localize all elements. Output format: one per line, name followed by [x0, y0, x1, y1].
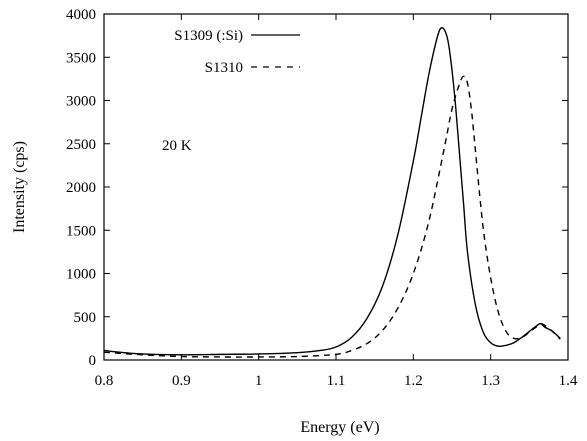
- y-tick-label: 1000: [66, 267, 96, 283]
- plot-frame: [103, 13, 569, 361]
- series-line-1: [103, 26, 561, 356]
- x-axis-title: Energy (eV): [300, 419, 379, 436]
- y-tick-label: 0: [89, 353, 97, 369]
- x-tick-label: 1.2: [404, 373, 423, 389]
- y-tick-label: 4000: [66, 7, 96, 23]
- x-tick-label: 1.3: [481, 373, 500, 389]
- legend: S1309 (:Si) S1310: [174, 28, 300, 76]
- y-tick-label: 2000: [66, 180, 96, 196]
- legend-label-series-1: S1309 (:Si): [174, 28, 243, 44]
- y-tick-label: 500: [74, 310, 97, 326]
- legend-label-series-2: S1310: [205, 60, 243, 76]
- series-line-2: [103, 75, 561, 358]
- x-tick-label: 1.4: [559, 373, 578, 389]
- temperature-annotation: 20 K: [162, 138, 192, 154]
- y-tick-label: 3500: [66, 50, 96, 66]
- x-tick-label: 0.8: [95, 373, 114, 389]
- y-tick-label: 1500: [66, 223, 96, 239]
- x-tick-label: 1.1: [327, 373, 346, 389]
- x-tick-label: 0.9: [172, 373, 191, 389]
- y-axis-title: Intensity (cps): [11, 141, 28, 233]
- x-tick-label: 1: [255, 373, 263, 389]
- y-tick-label: 2500: [66, 137, 96, 153]
- y-tick-label: 3000: [66, 94, 96, 110]
